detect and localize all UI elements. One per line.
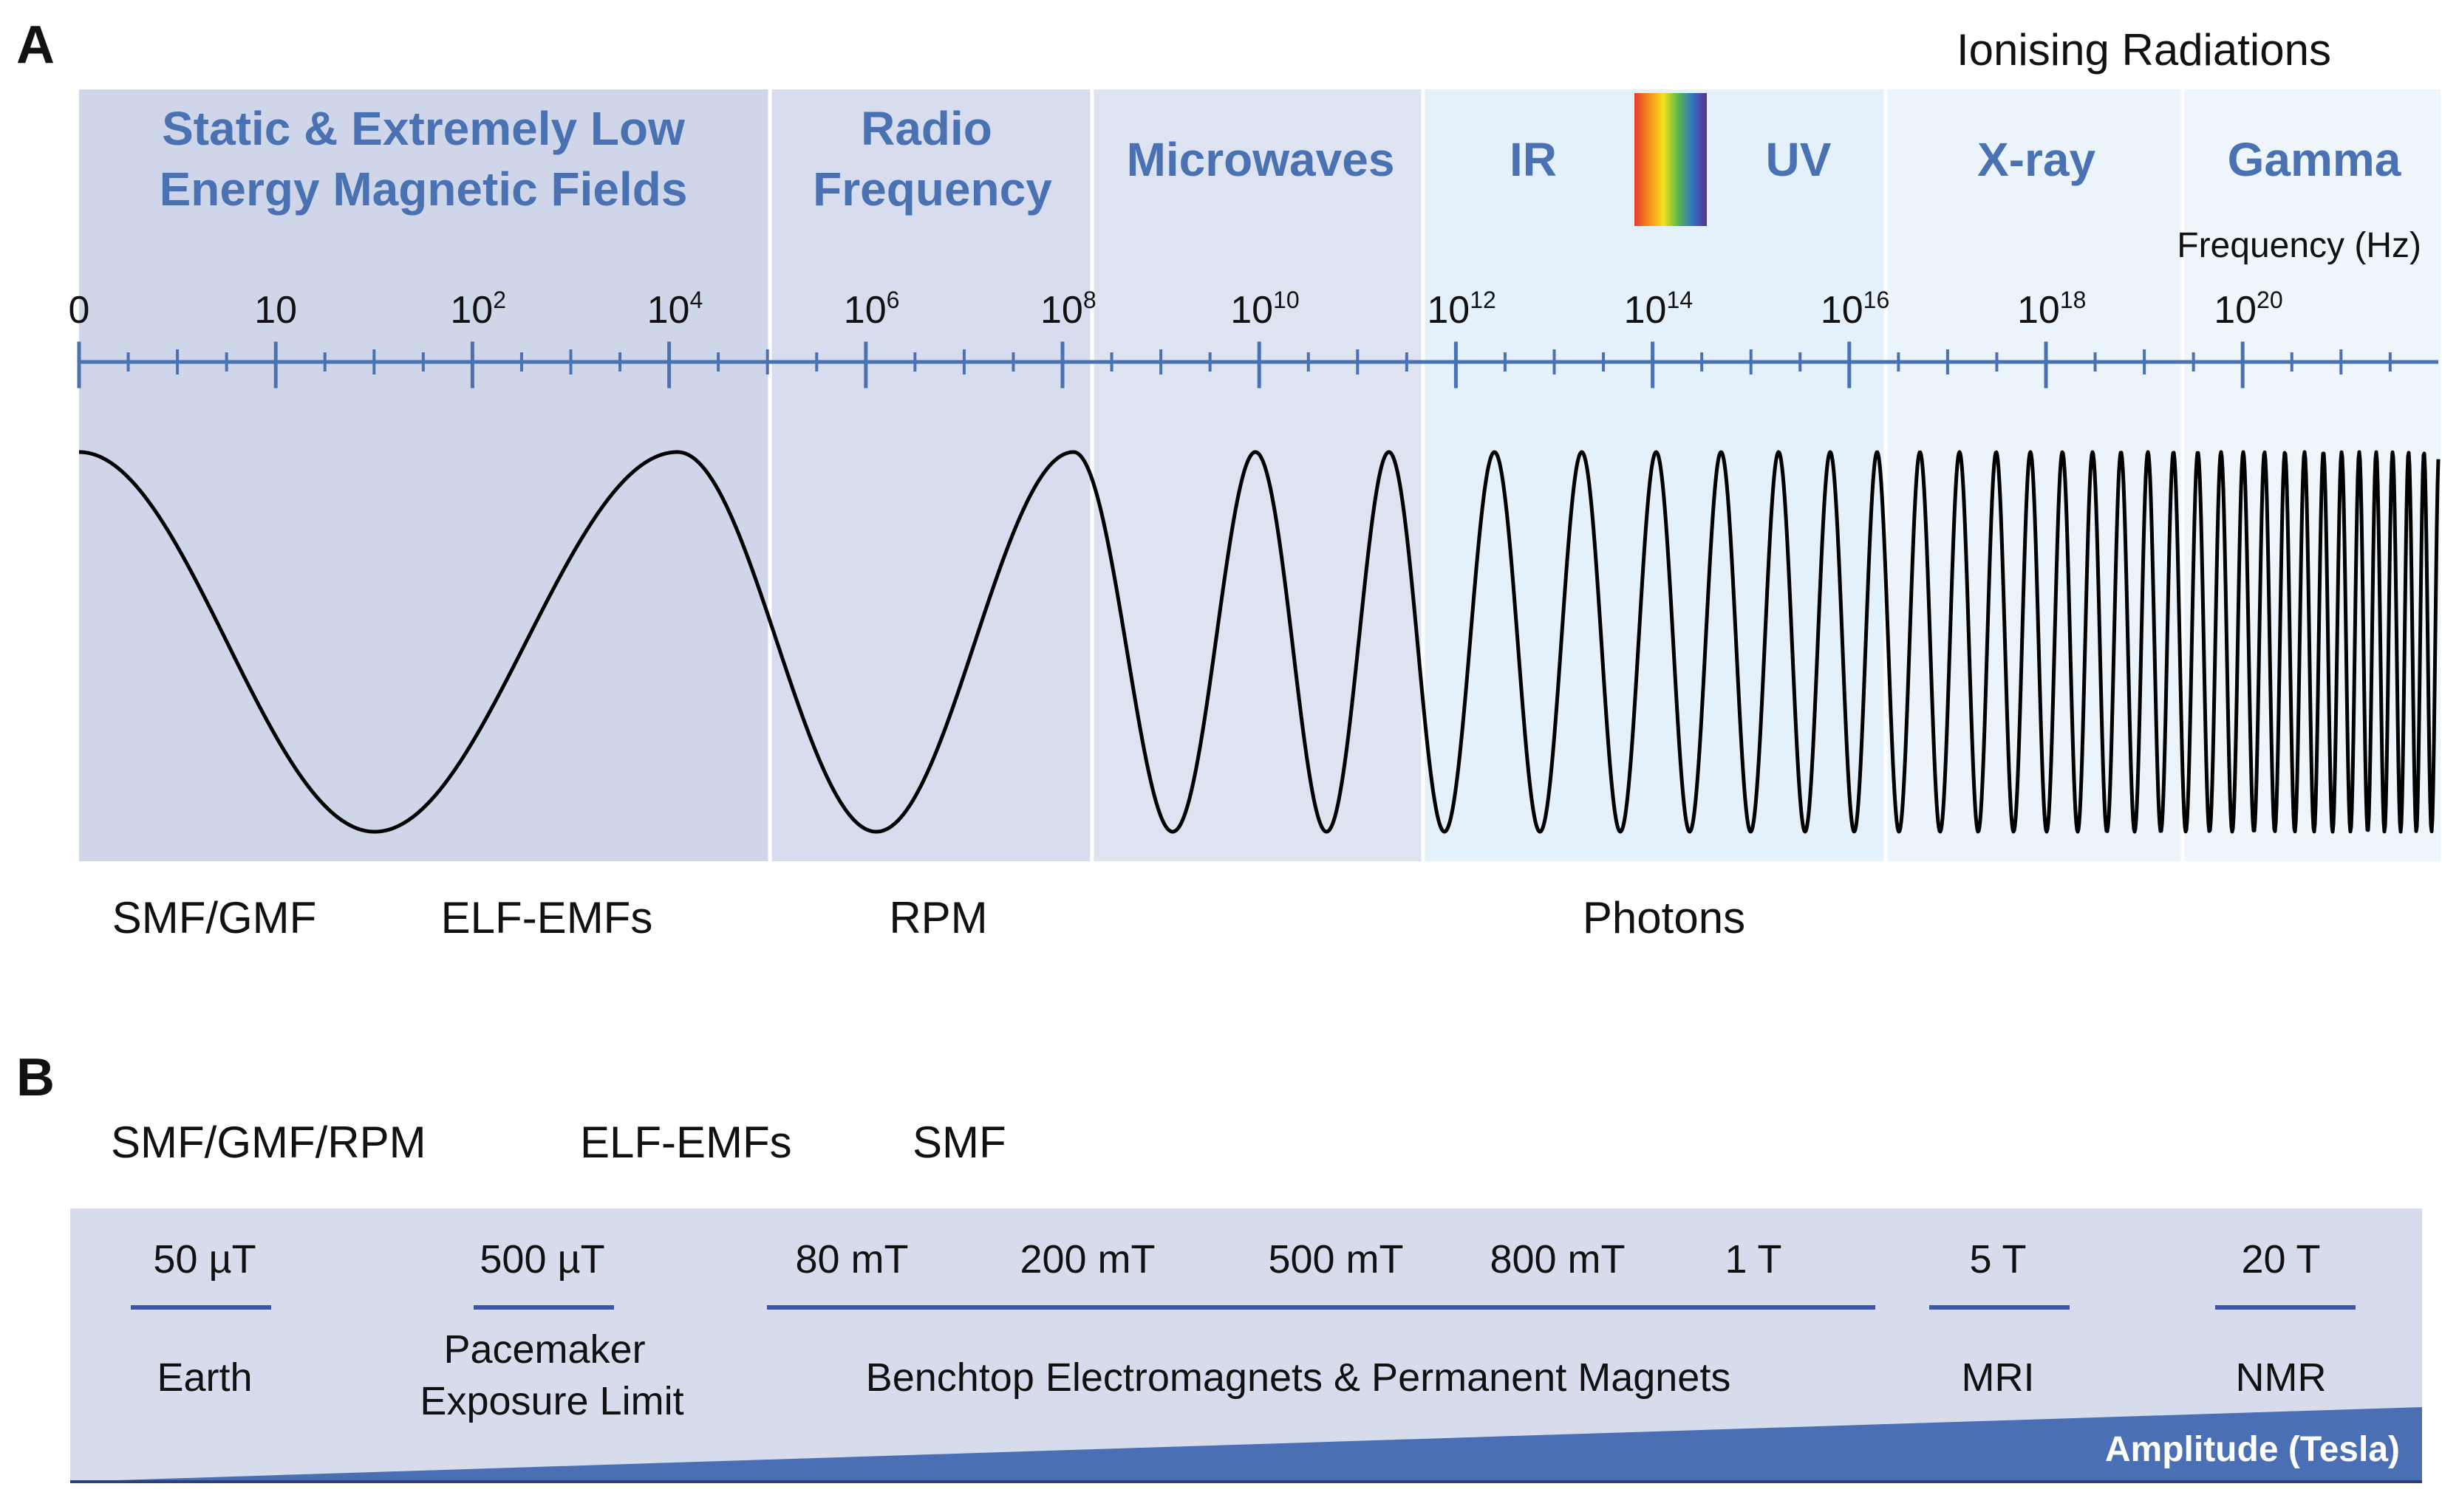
application-earth: Earth [157,1355,252,1400]
top-label-elf-emfs: ELF-EMFs [580,1118,792,1167]
axis-tick-label: 106 [844,287,900,332]
band-static-elf [79,89,770,861]
band-label-gamma: Gamma [2228,133,2401,186]
band-microwaves [1092,89,1423,861]
amplitude-500mt: 500 mT [1268,1237,1403,1282]
amplitude-axis-label: Amplitude (Tesla) [2105,1430,2400,1469]
bottom-label-smf-gmf: SMF/GMF [112,893,317,943]
axis-tick-label: 104 [647,287,703,332]
amplitude-50ut: 50 µT [153,1237,256,1282]
application-mri: MRI [1962,1355,2035,1400]
amplitude-500ut: 500 µT [480,1237,604,1282]
axis-tick-label: 10 [254,289,297,332]
amplitude-5t: 5 T [1969,1237,2026,1282]
band-label-static-line1: Static & Extremely Low [162,102,685,155]
amplitude-wedge [70,1407,2422,1482]
band-label-uv: UV [1766,133,1832,186]
amplitude-20t: 20 T [2241,1237,2320,1282]
amplitude-200mt: 200 mT [1020,1237,1155,1282]
axis-tick-label: 102 [450,287,506,332]
axis-tick-marks [77,341,2392,389]
axis-tick-label: 1014 [1624,287,1693,332]
band-label-microwaves: Microwaves [1127,133,1395,186]
band-label-static-line2: Energy Magnetic Fields [160,163,688,216]
band-label-radio-line1: Radio [861,102,992,155]
panel-b-letter: B [16,1048,55,1107]
axis-tick-label: 0 [69,289,90,332]
bottom-label-elf-emfs: ELF-EMFs [441,893,653,943]
axis-tick-label: 1012 [1427,287,1495,332]
bottom-label-rpm: RPM [889,893,987,943]
frequency-axis-label: Frequency (Hz) [2177,226,2421,265]
bottom-label-photons: Photons [1583,893,1745,943]
band-label-radio-line2: Frequency [813,163,1052,216]
panel-a-letter: A [16,16,55,75]
ionising-radiations-label: Ionising Radiations [1957,25,2331,75]
application-pacemaker-line1: Pacemaker [443,1327,645,1372]
axis-tick-label: 108 [1040,287,1096,332]
application-pacemaker-line2: Exposure Limit [420,1379,683,1423]
axis-tick-label: 1020 [2214,287,2282,332]
visible-spectrum-swatch [1634,93,1707,226]
top-label-smf: SMF [913,1118,1006,1167]
frequency-wave [78,450,2441,834]
application-nmr: NMR [2236,1355,2327,1400]
axis-tick-label: 1018 [2017,287,2086,332]
amplitude-80mt: 80 mT [795,1237,908,1282]
top-label-smf-gmf-rpm: SMF/GMF/RPM [111,1118,426,1167]
axis-tick-label: 1010 [1230,287,1299,332]
application-benchtop: Benchtop Electromagnets & Permanent Magn… [866,1355,1731,1400]
axis-tick-label: 1016 [1821,287,1889,332]
band-label-xray: X-ray [1977,133,2096,186]
amplitude-1t: 1 T [1725,1237,1781,1282]
band-radio-frequency [770,89,1092,861]
amplitude-800mt: 800 mT [1490,1237,1625,1282]
axis-tick-labels: 0 10 102 104 106 108 1010 1012 1014 1016 1018 1020 [69,287,2283,332]
band-label-ir: IR [1510,133,1557,186]
